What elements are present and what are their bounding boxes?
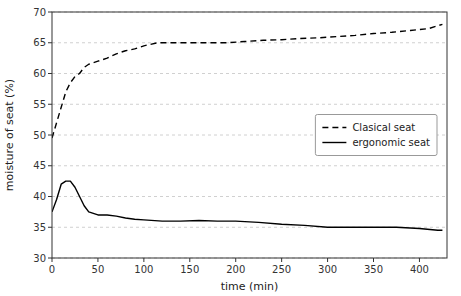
plot-frame	[52, 12, 447, 258]
x-tick	[52, 258, 53, 262]
x-tick-label: 300	[318, 264, 337, 275]
y-tick-label: 45	[33, 160, 46, 171]
legend-swatch	[322, 142, 346, 143]
series-line	[52, 181, 442, 230]
grid-line	[52, 42, 447, 43]
grid	[52, 12, 447, 258]
y-tick-label: 65	[33, 37, 46, 48]
x-tick	[419, 258, 420, 262]
x-axis-label: time (min)	[221, 280, 279, 293]
x-tick-label: 100	[134, 264, 153, 275]
y-tick-label: 40	[33, 191, 46, 202]
legend-label: Clasical seat	[352, 122, 415, 133]
grid-line	[52, 73, 447, 74]
x-tick-label: 50	[92, 264, 105, 275]
x-tick-label: 0	[49, 264, 55, 275]
y-tick-label: 55	[33, 99, 46, 110]
grid-line	[52, 104, 447, 105]
y-tick	[48, 12, 52, 13]
y-tick-label: 50	[33, 130, 46, 141]
x-tick	[327, 258, 328, 262]
x-tick	[373, 258, 374, 262]
x-tick	[189, 258, 190, 262]
y-axis-label: moisture of seat (%)	[3, 79, 16, 191]
grid-line	[52, 196, 447, 197]
y-tick	[48, 42, 52, 43]
x-tick	[143, 258, 144, 262]
x-tick	[235, 258, 236, 262]
y-tick	[48, 165, 52, 166]
x-tick	[97, 258, 98, 262]
chart: 0 50 100 150 200 250 300 350 400 30 35 40 45 50 55 60 65…	[0, 0, 461, 296]
plot-background	[52, 12, 447, 258]
x-tick-label: 350	[364, 264, 383, 275]
y-tick-label: 70	[33, 7, 46, 18]
y-tick-label: 30	[33, 253, 46, 264]
x-tick-label: 200	[226, 264, 245, 275]
y-tick	[48, 196, 52, 197]
y-tick	[48, 227, 52, 228]
y-tick-label: 35	[33, 222, 46, 233]
y-tick	[48, 135, 52, 136]
x-tick-label: 400	[410, 264, 429, 275]
legend-label: ergonomic seat	[352, 137, 430, 148]
y-tick	[48, 258, 52, 259]
y-tick	[48, 104, 52, 105]
y-tick	[48, 73, 52, 74]
y-tick-label: 60	[33, 68, 46, 79]
x-tick-label: 150	[180, 264, 199, 275]
x-tick	[281, 258, 282, 262]
series-lines	[52, 24, 442, 230]
legend: Clasical seat ergonomic seat	[315, 115, 437, 156]
grid-line	[52, 165, 447, 166]
x-tick-label: 250	[272, 264, 291, 275]
legend-swatch	[322, 127, 346, 128]
legend-box	[315, 115, 437, 156]
